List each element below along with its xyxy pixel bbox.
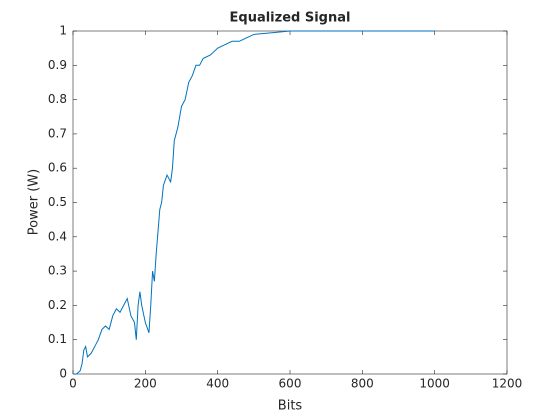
chart-title: Equalized Signal [230,11,351,26]
x-tick-label: 1200 [492,377,523,391]
y-tick-label: 0 [59,367,67,381]
y-tick-label: 0.2 [48,298,67,312]
x-tick-label: 600 [279,377,302,391]
x-axis-label: Bits [278,399,303,414]
x-tick-label: 0 [69,377,77,391]
y-tick-label: 0.1 [48,332,67,346]
y-tick-label: 0.4 [48,229,67,243]
y-axis-label: Power (W) [27,169,42,235]
y-tick-label: 0.3 [48,264,67,278]
y-tick-label: 0.8 [48,92,67,106]
y-tick-label: 0.6 [48,161,67,175]
x-tick-label: 1000 [419,377,450,391]
data-line [73,30,435,375]
y-tick-label: 0.7 [48,126,67,140]
x-tick-label: 400 [206,377,229,391]
x-tick-label: 200 [134,377,157,391]
y-tick-label: 0.5 [48,195,67,209]
y-tick-label: 0.9 [48,58,67,72]
y-tick-label: 1 [59,24,67,38]
x-tick-label: 800 [351,377,374,391]
